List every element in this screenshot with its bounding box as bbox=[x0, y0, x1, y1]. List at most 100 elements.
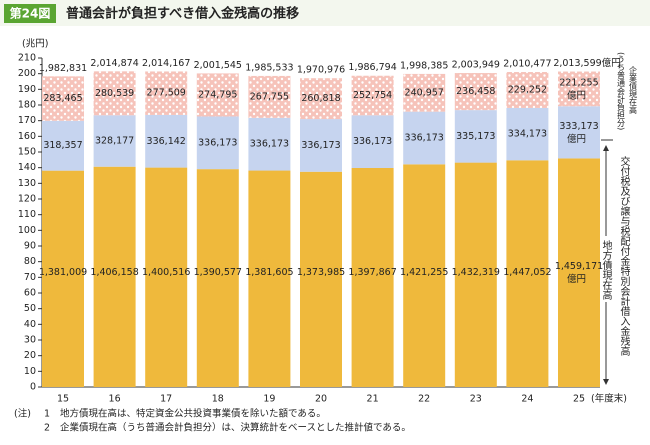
arrow bbox=[603, 379, 609, 385]
total-label: 1,998,385 bbox=[400, 60, 448, 71]
arrow bbox=[603, 145, 609, 151]
legend-label: 企業債現在高 bbox=[629, 65, 638, 115]
value-label: 1,406,158 bbox=[90, 267, 138, 278]
y-tick-label: 190 bbox=[18, 84, 36, 95]
figure-label-box bbox=[4, 4, 56, 23]
bar-segment bbox=[558, 106, 600, 159]
x-tick-label: 15 bbox=[57, 394, 69, 405]
x-tick-label: 22 bbox=[418, 394, 430, 405]
bar-segment bbox=[196, 116, 239, 170]
x-tick-label: 20 bbox=[315, 394, 327, 405]
bar-segment bbox=[93, 115, 136, 167]
y-tick-label: 170 bbox=[18, 115, 36, 126]
value-label: 1,381,605 bbox=[245, 267, 293, 278]
value-label: 236,458 bbox=[456, 86, 495, 97]
total-label: 1,970,976 bbox=[297, 65, 345, 76]
value-label: 1,447,052 bbox=[503, 267, 551, 278]
y-unit: (兆円) bbox=[22, 39, 48, 50]
total-label: 2,001,545 bbox=[194, 60, 242, 71]
value-label: 221,255 bbox=[559, 77, 598, 88]
chart-title: 普通会計が負担すべき借入金残高の推移 bbox=[66, 6, 299, 22]
legend-note: (うち普通会計負担分) bbox=[617, 52, 626, 130]
bar-segment bbox=[42, 120, 84, 171]
y-tick-label: 50 bbox=[24, 303, 36, 314]
bar-segment bbox=[351, 168, 394, 387]
value-label: 318,357 bbox=[43, 140, 82, 151]
value-unit: 億円 bbox=[567, 133, 586, 145]
y-tick-label: 40 bbox=[24, 319, 36, 330]
y-tick-label: 20 bbox=[24, 350, 36, 361]
x-tick-label: 19 bbox=[263, 394, 275, 405]
value-label: 1,373,985 bbox=[297, 267, 345, 278]
value-label: 280,539 bbox=[95, 88, 134, 99]
bar-segment bbox=[248, 117, 291, 171]
value-label: 334,173 bbox=[508, 129, 547, 140]
x-unit: (年度末) bbox=[591, 393, 627, 405]
legend-label: 交付税及び譲与税配付金特別会計借入金残高 bbox=[618, 155, 630, 357]
bar-segment bbox=[93, 166, 136, 387]
x-tick-label: 25 bbox=[573, 394, 585, 405]
total-label: 1,985,533 bbox=[245, 62, 293, 73]
y-tick-label: 70 bbox=[24, 272, 36, 283]
note-number: 1 bbox=[44, 409, 50, 420]
bar-segment bbox=[145, 167, 188, 387]
bar-segment bbox=[403, 111, 446, 165]
value-label: 1,459,171 bbox=[555, 261, 603, 272]
total-label: 2,014,167 bbox=[142, 58, 190, 69]
bar-segment bbox=[558, 158, 600, 387]
y-tick-label: 10 bbox=[24, 366, 36, 377]
x-tick-label: 21 bbox=[367, 394, 379, 405]
bar-segment bbox=[42, 170, 84, 387]
bar-pattern bbox=[454, 73, 497, 111]
x-tick-label: 23 bbox=[470, 394, 482, 405]
y-tick-label: 100 bbox=[18, 225, 36, 236]
value-label: 1,390,577 bbox=[194, 267, 242, 278]
x-tick-label: 18 bbox=[212, 394, 224, 405]
plot: 0 10 20 30 40 50 60 70 80 90 100 110 120 130 140 150 160… bbox=[18, 52, 638, 405]
x-tick-label: 24 bbox=[521, 394, 533, 405]
bar-segment bbox=[506, 160, 549, 387]
value-label: 336,173 bbox=[353, 136, 392, 147]
bar-segment bbox=[248, 170, 291, 387]
value-label: 252,754 bbox=[353, 90, 392, 101]
y-tick-label: 60 bbox=[24, 288, 36, 299]
bar-pattern bbox=[42, 76, 84, 121]
value-label: 328,177 bbox=[95, 135, 134, 146]
bar-segment bbox=[506, 107, 549, 161]
y-tick-label: 80 bbox=[24, 256, 36, 267]
bar-segment bbox=[351, 115, 394, 169]
value-label: 283,465 bbox=[43, 93, 82, 104]
value-label: 1,397,867 bbox=[348, 267, 396, 278]
total-label: 2,013,599億円 bbox=[553, 57, 620, 69]
value-label: 335,173 bbox=[456, 131, 495, 142]
bar-pattern bbox=[558, 71, 600, 107]
bar-segment bbox=[403, 164, 446, 387]
value-label: 1,381,009 bbox=[39, 267, 87, 278]
total-label: 2,010,477 bbox=[503, 59, 551, 70]
total-label: 1,986,794 bbox=[348, 62, 396, 73]
value-label: 336,142 bbox=[147, 136, 186, 147]
x-tick-label: 16 bbox=[109, 394, 121, 405]
bar-segment bbox=[145, 114, 188, 168]
y-tick-label: 210 bbox=[18, 53, 36, 64]
bar-pattern bbox=[93, 71, 136, 116]
bar-segment bbox=[454, 110, 497, 163]
bar-segment bbox=[196, 169, 239, 387]
total-label: 2,014,874 bbox=[90, 58, 138, 69]
value-label: 260,818 bbox=[301, 93, 340, 104]
value-label: 333,173 bbox=[559, 121, 598, 132]
y-tick-label: 110 bbox=[18, 209, 36, 220]
value-label: 336,173 bbox=[198, 137, 237, 148]
total-label: 1,982,831 bbox=[39, 63, 87, 74]
bar-pattern bbox=[506, 72, 549, 108]
value-label: 267,755 bbox=[250, 91, 289, 102]
bar-segment bbox=[300, 119, 342, 172]
value-label: 336,173 bbox=[250, 139, 289, 150]
total-label: 2,003,949 bbox=[452, 60, 500, 71]
bar-segment bbox=[454, 162, 497, 387]
y-tick-label: 160 bbox=[18, 131, 36, 142]
y-tick-label: 200 bbox=[18, 68, 36, 79]
bar-pattern bbox=[145, 71, 188, 115]
bar-pattern bbox=[196, 73, 239, 117]
